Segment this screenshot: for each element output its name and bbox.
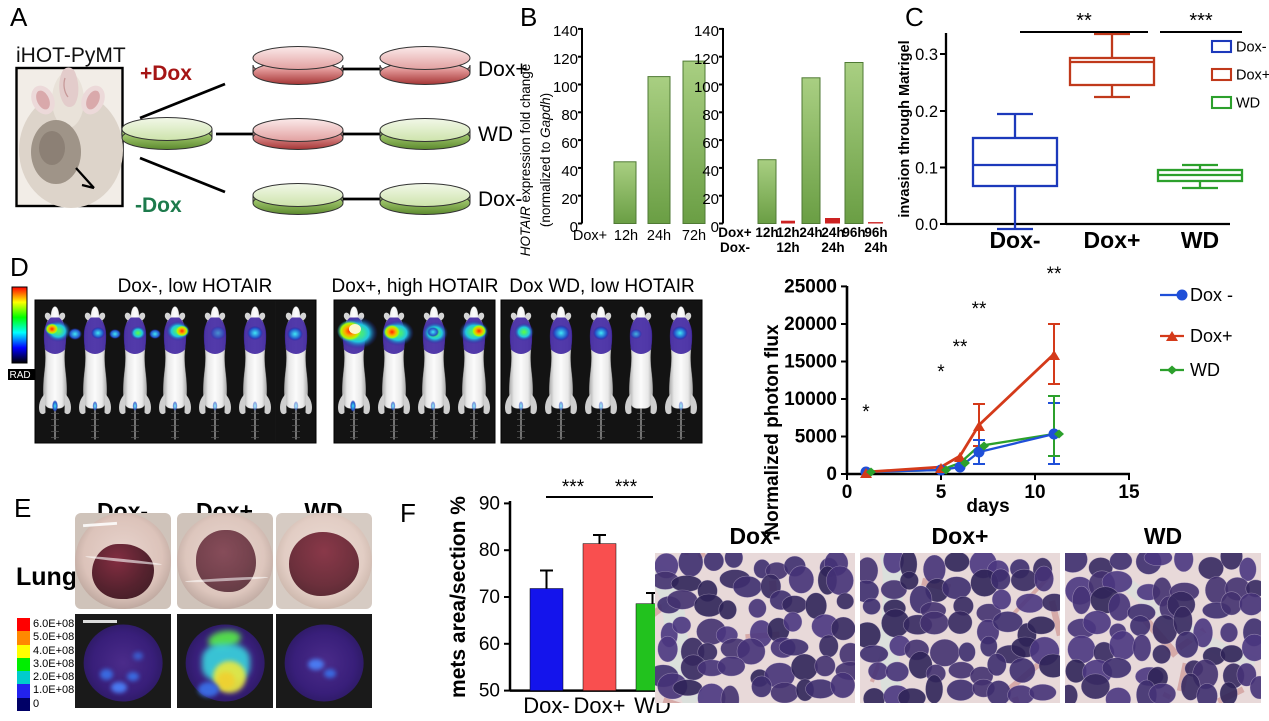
- svg-text:120: 120: [694, 51, 719, 68]
- svg-text:25000: 25000: [784, 276, 837, 297]
- svg-text:*: *: [862, 402, 870, 423]
- svg-text:Dox WD, low HOTAIR: Dox WD, low HOTAIR: [509, 276, 694, 297]
- svg-text:Dox+: Dox+: [573, 228, 607, 244]
- svg-text:WD: WD: [1236, 96, 1260, 112]
- svg-text:**: **: [953, 337, 968, 358]
- svg-text:Dox -: Dox -: [1190, 285, 1233, 305]
- svg-text:24h: 24h: [647, 228, 671, 244]
- svg-text:**: **: [1076, 10, 1092, 32]
- svg-text:Dox-: Dox-: [1236, 40, 1267, 56]
- svg-text:-Dox: -Dox: [135, 194, 182, 217]
- svg-text:20: 20: [561, 191, 578, 208]
- svg-text:12h: 12h: [755, 225, 778, 240]
- svg-text:90: 90: [479, 493, 500, 514]
- svg-text:70: 70: [479, 587, 500, 608]
- svg-text:10000: 10000: [784, 389, 837, 410]
- svg-text:0.3: 0.3: [915, 46, 938, 64]
- svg-text:iHOT-PyMT: iHOT-PyMT: [16, 44, 126, 67]
- svg-text:100: 100: [553, 79, 578, 96]
- svg-text:Dox-: Dox-: [523, 693, 569, 718]
- svg-text:Dox-, low HOTAIR: Dox-, low HOTAIR: [118, 276, 273, 297]
- svg-text:20: 20: [702, 191, 719, 208]
- svg-text:40: 40: [702, 163, 719, 180]
- svg-text:**: **: [1047, 264, 1062, 285]
- svg-text:***: ***: [615, 477, 638, 498]
- svg-text:0.2: 0.2: [915, 103, 938, 121]
- svg-text:Dox+, high HOTAIR: Dox+, high HOTAIR: [331, 276, 498, 297]
- svg-text:invasion through Matrigel: invasion through Matrigel: [897, 40, 913, 217]
- svg-text:HOTAIR expression fold change: HOTAIR expression fold change: [518, 64, 533, 257]
- svg-text:80: 80: [561, 107, 578, 124]
- svg-text:140: 140: [553, 23, 578, 40]
- svg-text:24h: 24h: [821, 225, 844, 240]
- svg-text:Dox+: Dox+: [1190, 326, 1233, 346]
- svg-text:15000: 15000: [784, 352, 837, 373]
- svg-text:60: 60: [561, 135, 578, 152]
- svg-text:(normalized to Gapdh): (normalized to Gapdh): [538, 93, 553, 227]
- svg-text:***: ***: [1189, 10, 1213, 32]
- svg-text:**: **: [972, 299, 987, 320]
- svg-text:12h: 12h: [614, 228, 638, 244]
- svg-text:24h: 24h: [799, 225, 822, 240]
- svg-text:mets area/section %: mets area/section %: [447, 496, 470, 698]
- svg-text:***: ***: [562, 477, 585, 498]
- svg-text:60: 60: [702, 135, 719, 152]
- svg-text:50: 50: [479, 681, 500, 702]
- svg-text:72h: 72h: [682, 228, 706, 244]
- svg-text:5000: 5000: [795, 427, 837, 448]
- svg-text:120: 120: [553, 51, 578, 68]
- svg-text:96h: 96h: [842, 225, 865, 240]
- svg-text:80: 80: [479, 540, 500, 561]
- svg-text:140: 140: [694, 23, 719, 40]
- svg-text:0: 0: [826, 464, 837, 485]
- svg-text:Dox+: Dox+: [1236, 68, 1269, 84]
- svg-text:Dox+: Dox+: [574, 693, 626, 718]
- svg-text:96h: 96h: [864, 225, 887, 240]
- svg-text:Dox+: Dox+: [718, 225, 752, 240]
- svg-text:100: 100: [694, 79, 719, 96]
- svg-text:WD: WD: [1190, 360, 1220, 380]
- svg-text:0.1: 0.1: [915, 160, 938, 178]
- svg-text:12h: 12h: [776, 225, 799, 240]
- svg-text:80: 80: [702, 107, 719, 124]
- svg-text:0.0: 0.0: [915, 216, 938, 234]
- svg-text:40: 40: [561, 163, 578, 180]
- svg-text:20000: 20000: [784, 314, 837, 335]
- svg-text:+Dox: +Dox: [140, 62, 192, 85]
- svg-text:60: 60: [479, 634, 500, 655]
- svg-text:RAD: RAD: [10, 370, 31, 381]
- svg-text:*: *: [937, 362, 945, 383]
